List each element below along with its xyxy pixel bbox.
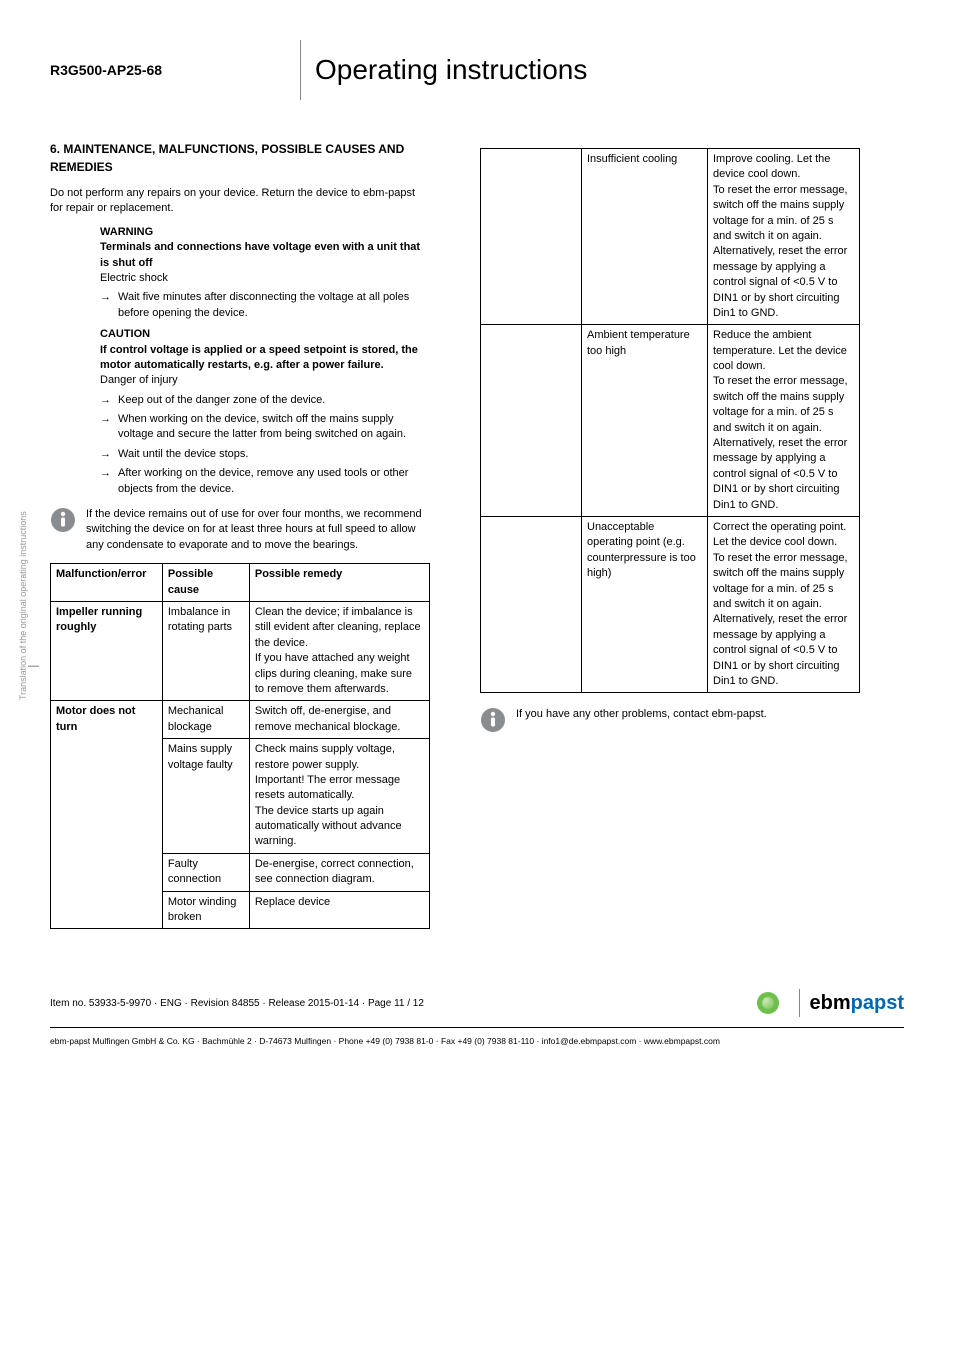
brand-papst: papst (851, 992, 904, 1014)
left-column: 6. MAINTENANCE, MALFUNCTIONS, POSSIBLE C… (50, 140, 430, 929)
info-icon (50, 507, 78, 533)
caution-label: CAUTION (100, 327, 430, 342)
arrow-icon: → (100, 393, 118, 408)
error-cell (481, 325, 582, 517)
footer-divider (799, 989, 800, 1017)
error-cell: Motor does not turn (51, 701, 163, 929)
table-row: Unacceptable operating point (e.g. count… (481, 516, 860, 692)
remedy-cell: Replace device (249, 891, 429, 929)
section-heading: 6. MAINTENANCE, MALFUNCTIONS, POSSIBLE C… (50, 140, 430, 176)
caution-bullet-text: When working on the device, switch off t… (118, 412, 430, 443)
remedy-cell: Correct the operating point. Let the dev… (708, 516, 860, 692)
info-icon (480, 707, 508, 733)
caution-bullet: →When working on the device, switch off … (100, 412, 430, 443)
remedy-cell: Improve cooling. Let the device cool dow… (708, 149, 860, 325)
error-cell (481, 149, 582, 325)
caution-bullet-text: After working on the device, remove any … (118, 466, 430, 497)
model-number: R3G500-AP25-68 (50, 62, 300, 78)
info-text-left: If the device remains out of use for ove… (86, 507, 430, 553)
brand-logo: ebmpapst (810, 992, 904, 1015)
table-row: Insufficient coolingImprove cooling. Let… (481, 149, 860, 325)
cause-cell: Motor winding broken (162, 891, 249, 929)
remedy-cell: Check mains supply voltage, restore powe… (249, 739, 429, 854)
table-header: Possible cause (162, 564, 249, 602)
malfunction-table-left: Malfunction/error Possible cause Possibl… (50, 563, 430, 929)
page-title: Operating instructions (315, 54, 587, 86)
green-tech-icon (757, 992, 779, 1014)
side-dash: — (28, 660, 39, 672)
cause-cell: Mechanical blockage (162, 701, 249, 739)
cause-cell: Insufficient cooling (582, 149, 708, 325)
remedy-cell: Reduce the ambient temperature. Let the … (708, 325, 860, 517)
arrow-icon: → (100, 290, 118, 321)
warning-subtext: Electric shock (100, 271, 430, 286)
cause-cell: Unacceptable operating point (e.g. count… (582, 516, 708, 692)
cause-cell: Mains supply voltage faulty (162, 739, 249, 854)
brand-wrap: ebmpapst (757, 989, 904, 1017)
arrow-icon: → (100, 412, 118, 443)
caution-bullet-text: Keep out of the danger zone of the devic… (118, 393, 430, 408)
footer-rule (50, 1027, 904, 1028)
header-divider (300, 40, 301, 100)
table-row: Impeller running roughlyImbalance in rot… (51, 601, 430, 700)
malfunction-table-right: Insufficient coolingImprove cooling. Let… (480, 148, 860, 693)
table-row: Ambient temperature too highReduce the a… (481, 325, 860, 517)
caution-bullet: →Wait until the device stops. (100, 447, 430, 462)
caution-text: If control voltage is applied or a speed… (100, 343, 430, 374)
table-header: Malfunction/error (51, 564, 163, 602)
footer-meta: Item no. 53933-5-9970 · ENG · Revision 8… (50, 998, 424, 1009)
right-column: Insufficient coolingImprove cooling. Let… (480, 140, 860, 929)
side-rotated-text: Translation of the original operating in… (18, 511, 28, 700)
footer-company-line: ebm-papst Mulfingen GmbH & Co. KG · Bach… (50, 1036, 904, 1046)
page-footer: Item no. 53933-5-9970 · ENG · Revision 8… (50, 989, 904, 1046)
warning-bullet-text: Wait five minutes after disconnecting th… (118, 290, 430, 321)
info-text-right: If you have any other problems, contact … (516, 707, 767, 722)
caution-bullet-text: Wait until the device stops. (118, 447, 430, 462)
cause-cell: Imbalance in rotating parts (162, 601, 249, 700)
warning-text: Terminals and connections have voltage e… (100, 240, 430, 271)
error-cell (481, 516, 582, 692)
remedy-cell: Clean the device; if imbalance is still … (249, 601, 429, 700)
brand-ebm: ebm (810, 992, 851, 1014)
warning-label: WARNING (100, 225, 430, 240)
warning-bullet: → Wait five minutes after disconnecting … (100, 290, 430, 321)
table-header: Possible remedy (249, 564, 429, 602)
caution-bullet: →After working on the device, remove any… (100, 466, 430, 497)
cause-cell: Faulty connection (162, 853, 249, 891)
page-header: R3G500-AP25-68 Operating instructions (50, 40, 904, 100)
arrow-icon: → (100, 466, 118, 497)
caution-bullet: →Keep out of the danger zone of the devi… (100, 393, 430, 408)
table-row: Motor does not turnMechanical blockageSw… (51, 701, 430, 739)
error-cell: Impeller running roughly (51, 601, 163, 700)
cause-cell: Ambient temperature too high (582, 325, 708, 517)
remedy-cell: De-energise, correct connection, see con… (249, 853, 429, 891)
remedy-cell: Switch off, de-energise, and remove mech… (249, 701, 429, 739)
arrow-icon: → (100, 447, 118, 462)
caution-subtext: Danger of injury (100, 373, 430, 388)
intro-paragraph: Do not perform any repairs on your devic… (50, 186, 430, 217)
